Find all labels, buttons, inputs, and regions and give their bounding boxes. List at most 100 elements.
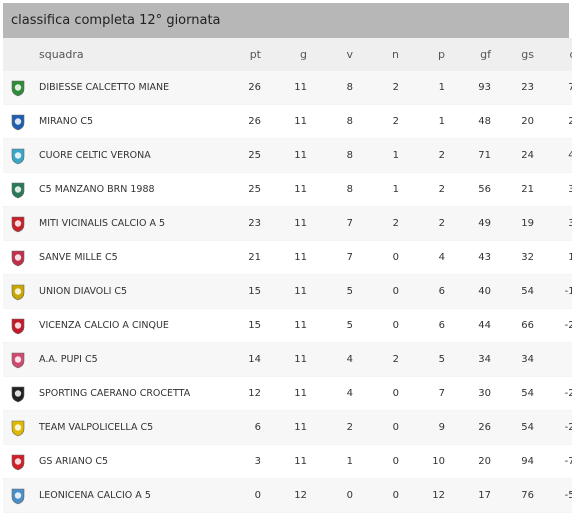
- team-name[interactable]: SANVE MILLE C5: [33, 240, 223, 275]
- header-n[interactable]: n: [361, 38, 407, 71]
- team-name[interactable]: SPORTING CAERANO CROCETTA: [33, 376, 223, 411]
- header-logo: [3, 38, 33, 71]
- stat-g: 11: [269, 71, 315, 105]
- header-gf[interactable]: gf: [453, 38, 499, 71]
- stat-gf: 40: [453, 274, 499, 309]
- header-gs[interactable]: gs: [499, 38, 542, 71]
- team-name[interactable]: C5 MANZANO BRN 1988: [33, 172, 223, 207]
- stat-gf: 17: [453, 478, 499, 513]
- stat-pt: 26: [223, 104, 269, 139]
- team-logo-cell: [3, 206, 33, 241]
- red-shield-icon: [11, 216, 25, 232]
- header-v[interactable]: v: [315, 38, 361, 71]
- stat-g: 11: [269, 172, 315, 207]
- stat-gs: 23: [499, 71, 542, 105]
- stat-n: 0: [361, 376, 407, 411]
- header-g[interactable]: g: [269, 38, 315, 71]
- team-name[interactable]: GS ARIANO C5: [33, 444, 223, 479]
- team-logo-cell: [3, 104, 33, 139]
- ball-crest-icon: [11, 182, 25, 198]
- stat-pt: 14: [223, 342, 269, 377]
- standings-body: DIBIESSE CALCETTO MIANE2611821932370MIRA…: [3, 71, 572, 513]
- red-v-crest-icon: [11, 318, 25, 334]
- pink-shield-icon: [11, 250, 25, 266]
- table-row[interactable]: A.A. PUPI C5141142534340: [3, 342, 572, 377]
- table-row[interactable]: SANVE MILLE C52111704433211: [3, 240, 572, 275]
- header-dr[interactable]: dr: [542, 38, 572, 71]
- table-row[interactable]: CUORE CELTIC VERONA2511812712447: [3, 138, 572, 173]
- table-row[interactable]: DIBIESSE CALCETTO MIANE2611821932370: [3, 71, 572, 105]
- stat-gf: 34: [453, 342, 499, 377]
- stat-p: 1: [407, 104, 453, 139]
- team-name[interactable]: MITI VICINALIS CALCIO A 5: [33, 206, 223, 241]
- team-logo-cell: [3, 308, 33, 343]
- stat-v: 4: [315, 376, 361, 411]
- header-pt[interactable]: pt: [223, 38, 269, 71]
- stat-v: 0: [315, 478, 361, 513]
- stat-pt: 25: [223, 172, 269, 207]
- table-row[interactable]: C5 MANZANO BRN 19882511812562135: [3, 172, 572, 207]
- stat-p: 1: [407, 71, 453, 105]
- stat-gs: 54: [499, 410, 542, 445]
- red-white-crest-icon: [11, 454, 25, 470]
- stat-p: 7: [407, 376, 453, 411]
- team-logo-cell: [3, 274, 33, 309]
- team-logo-cell: [3, 478, 33, 513]
- stat-p: 2: [407, 172, 453, 207]
- stat-pt: 3: [223, 444, 269, 479]
- stat-p: 9: [407, 410, 453, 445]
- stat-pt: 23: [223, 206, 269, 241]
- team-name[interactable]: LEONICENA CALCIO A 5: [33, 478, 223, 513]
- team-logo-cell: [3, 376, 33, 411]
- stat-v: 8: [315, 104, 361, 139]
- stat-g: 11: [269, 274, 315, 309]
- team-name[interactable]: TEAM VALPOLICELLA C5: [33, 410, 223, 445]
- header-p[interactable]: p: [407, 38, 453, 71]
- team-name[interactable]: A.A. PUPI C5: [33, 342, 223, 377]
- table-row[interactable]: MITI VICINALIS CALCIO A 52311722491930: [3, 206, 572, 241]
- standings-title: classifica completa 12° giornata: [3, 3, 569, 38]
- stat-p: 5: [407, 342, 453, 377]
- stat-n: 0: [361, 308, 407, 343]
- standings-table: squadra pt g v n p gf gs dr DIBIESSE CAL…: [3, 38, 572, 513]
- team-logo-cell: [3, 71, 33, 105]
- team-logo-cell: [3, 172, 33, 207]
- stat-n: 2: [361, 104, 407, 139]
- stat-g: 11: [269, 240, 315, 275]
- team-name[interactable]: DIBIESSE CALCETTO MIANE: [33, 71, 223, 105]
- stat-gf: 48: [453, 104, 499, 139]
- stat-pt: 25: [223, 138, 269, 173]
- stat-gs: 24: [499, 138, 542, 173]
- team-name[interactable]: VICENZA CALCIO A CINQUE: [33, 308, 223, 343]
- table-row[interactable]: MIRANO C52611821482028: [3, 104, 572, 139]
- team-name[interactable]: CUORE CELTIC VERONA: [33, 138, 223, 173]
- stat-g: 11: [269, 104, 315, 139]
- standings-widget: classifica completa 12° giornata squadra…: [3, 3, 572, 513]
- team-name[interactable]: MIRANO C5: [33, 104, 223, 139]
- stat-g: 11: [269, 206, 315, 241]
- stat-dr: 11: [542, 240, 572, 275]
- stat-v: 2: [315, 410, 361, 445]
- stat-gs: 19: [499, 206, 542, 241]
- stat-g: 11: [269, 410, 315, 445]
- stat-v: 5: [315, 308, 361, 343]
- stat-g: 11: [269, 342, 315, 377]
- stat-n: 2: [361, 342, 407, 377]
- stat-dr: -24: [542, 376, 572, 411]
- stat-gf: 20: [453, 444, 499, 479]
- stat-g: 11: [269, 376, 315, 411]
- stat-p: 6: [407, 274, 453, 309]
- stat-n: 0: [361, 240, 407, 275]
- team-name[interactable]: UNION DIAVOLI C5: [33, 274, 223, 309]
- stat-n: 2: [361, 71, 407, 105]
- header-squadra[interactable]: squadra: [33, 38, 223, 71]
- stat-gf: 43: [453, 240, 499, 275]
- stat-p: 2: [407, 206, 453, 241]
- stat-gs: 21: [499, 172, 542, 207]
